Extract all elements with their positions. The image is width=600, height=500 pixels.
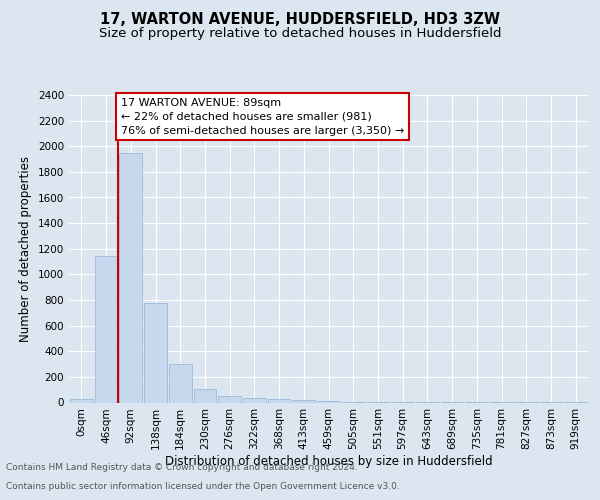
Text: Contains HM Land Registry data © Crown copyright and database right 2024.: Contains HM Land Registry data © Crown c… <box>6 464 358 472</box>
Bar <box>268 400 290 402</box>
Text: Size of property relative to detached houses in Huddersfield: Size of property relative to detached ho… <box>99 28 501 40</box>
Text: 17 WARTON AVENUE: 89sqm
← 22% of detached houses are smaller (981)
76% of semi-d: 17 WARTON AVENUE: 89sqm ← 22% of detache… <box>121 98 404 136</box>
Y-axis label: Number of detached properties: Number of detached properties <box>19 156 32 342</box>
Bar <box>95 256 118 402</box>
Bar <box>243 398 266 402</box>
Bar <box>144 303 167 402</box>
Bar <box>70 398 93 402</box>
Text: Contains public sector information licensed under the Open Government Licence v3: Contains public sector information licen… <box>6 482 400 491</box>
Bar <box>292 400 315 402</box>
Bar <box>169 364 191 403</box>
Bar <box>119 152 142 402</box>
X-axis label: Distribution of detached houses by size in Huddersfield: Distribution of detached houses by size … <box>164 455 493 468</box>
Bar <box>194 389 216 402</box>
Text: 17, WARTON AVENUE, HUDDERSFIELD, HD3 3ZW: 17, WARTON AVENUE, HUDDERSFIELD, HD3 3ZW <box>100 12 500 28</box>
Bar <box>218 396 241 402</box>
